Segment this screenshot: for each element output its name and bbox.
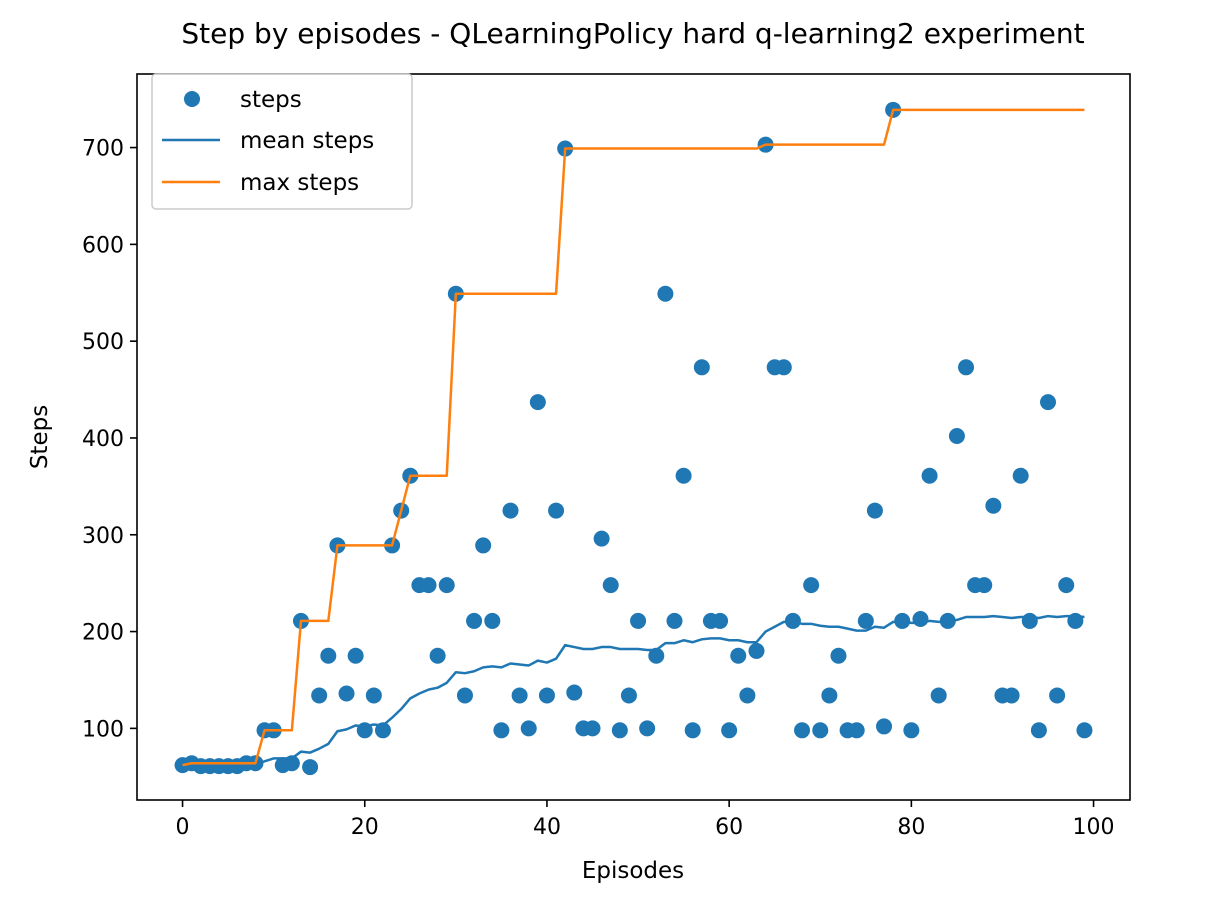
steps-point — [511, 687, 528, 704]
legend-steps-label: steps — [240, 87, 302, 113]
steps-point — [320, 647, 337, 664]
steps-point — [347, 647, 364, 664]
steps-point — [630, 612, 647, 629]
steps-point — [1058, 577, 1075, 594]
y-tick-label: 100 — [82, 717, 124, 742]
steps-point — [666, 612, 683, 629]
x-axis-label: Episodes — [582, 858, 684, 884]
steps-point — [466, 612, 483, 629]
chart-title: Step by episodes - QLearningPolicy hard … — [181, 17, 1084, 50]
steps-point — [976, 577, 993, 594]
steps-point — [812, 722, 829, 739]
steps-point — [775, 359, 792, 376]
steps-point — [857, 612, 874, 629]
steps-point — [529, 394, 546, 411]
steps-point — [1076, 722, 1093, 739]
y-tick-label: 300 — [82, 524, 124, 549]
steps-point — [639, 720, 656, 737]
steps-point — [693, 359, 710, 376]
x-tick-label: 60 — [715, 815, 743, 840]
steps-point — [302, 759, 319, 776]
plot-data-layer — [174, 101, 1093, 776]
steps-point — [520, 720, 537, 737]
steps-point — [730, 647, 747, 664]
steps-point — [1030, 722, 1047, 739]
steps-point — [930, 687, 947, 704]
y-tick-label: 700 — [82, 137, 124, 162]
steps-point — [958, 359, 975, 376]
y-axis-label: Steps — [27, 405, 53, 469]
x-tick-label: 40 — [533, 815, 561, 840]
steps-point — [538, 687, 555, 704]
steps-point — [739, 687, 756, 704]
y-tick-label: 600 — [82, 233, 124, 258]
x-tick-label: 100 — [1073, 815, 1115, 840]
steps-point — [584, 720, 601, 737]
steps-point — [821, 687, 838, 704]
steps-point — [1003, 687, 1020, 704]
steps-point — [912, 610, 929, 627]
axes: 0 20 40 60 80 100 100 200 300 400 500 600 700 — [82, 137, 1115, 840]
steps-point — [657, 285, 674, 302]
steps-point — [1021, 612, 1038, 629]
x-tick-label: 20 — [351, 815, 379, 840]
steps-point — [684, 722, 701, 739]
steps-point — [338, 685, 355, 702]
steps-point — [921, 467, 938, 484]
steps-point — [429, 647, 446, 664]
steps-point — [1049, 687, 1066, 704]
steps-point — [475, 537, 492, 554]
x-tick-label: 0 — [176, 815, 190, 840]
steps-point — [602, 577, 619, 594]
steps-point — [456, 687, 473, 704]
steps-point — [794, 722, 811, 739]
steps-point — [611, 722, 628, 739]
steps-point — [903, 722, 920, 739]
steps-point — [365, 687, 382, 704]
max-steps-line — [182, 108, 1085, 767]
y-tick-label: 200 — [82, 621, 124, 646]
steps-point — [675, 467, 692, 484]
legend: steps mean steps max steps — [151, 73, 413, 210]
steps-point — [848, 722, 865, 739]
steps-point — [374, 722, 391, 739]
steps-point — [620, 687, 637, 704]
steps-point — [648, 647, 665, 664]
x-tick-label: 80 — [897, 815, 925, 840]
steps-point — [484, 612, 501, 629]
steps-point — [1012, 467, 1029, 484]
steps-point — [712, 612, 729, 629]
steps-point — [502, 502, 519, 519]
steps-point — [830, 647, 847, 664]
steps-point — [1040, 394, 1057, 411]
legend-max-steps-label: max steps — [240, 170, 359, 196]
steps-point — [420, 577, 437, 594]
steps-point — [548, 502, 565, 519]
steps-point — [748, 642, 765, 659]
steps-point — [876, 718, 893, 735]
steps-point — [593, 530, 610, 547]
steps-point — [566, 684, 583, 701]
steps-point — [866, 502, 883, 519]
plot-area-frame — [136, 73, 1131, 801]
legend-steps-marker — [184, 91, 200, 107]
steps-point — [438, 577, 455, 594]
legend-box — [151, 73, 413, 210]
y-tick-label: 400 — [82, 427, 124, 452]
steps-point — [803, 577, 820, 594]
mean-steps-line — [182, 614, 1085, 767]
steps-point — [311, 687, 328, 704]
steps-point — [948, 428, 965, 445]
steps-point — [493, 722, 510, 739]
steps-point — [985, 497, 1002, 514]
steps-point — [721, 722, 738, 739]
legend-mean-steps-label: mean steps — [240, 128, 374, 154]
y-tick-label: 500 — [82, 330, 124, 355]
